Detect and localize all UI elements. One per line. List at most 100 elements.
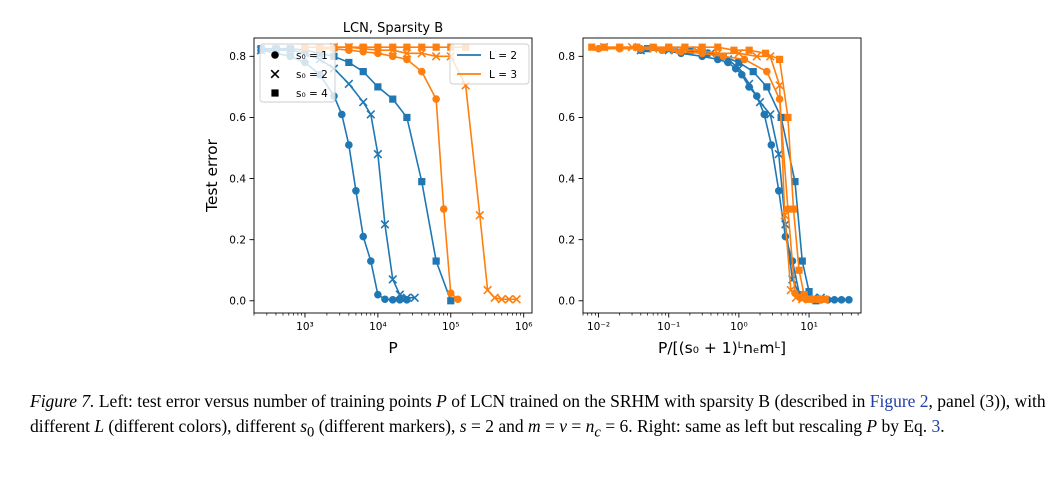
data-point-L2-s0-2 <box>410 293 420 303</box>
data-point-L3-s0-4 <box>805 295 813 303</box>
data-point-L3-s0-2 <box>475 210 485 220</box>
data-point-L2-s0-1 <box>713 55 722 64</box>
data-point-L2-s0-4 <box>418 178 426 186</box>
data-point-L2-s0-4 <box>389 95 397 103</box>
data-point-L3-s0-4 <box>800 291 808 299</box>
data-point-L3-s0-2 <box>483 285 492 295</box>
data-point-L3-s0-4 <box>811 295 819 303</box>
data-point-L3-s0-4 <box>600 43 608 51</box>
data-point-L2-s0-4 <box>763 83 771 91</box>
data-point-L3-s0-2 <box>775 80 784 90</box>
data-point-L2-s0-2 <box>402 293 412 303</box>
y-tick-label: 0.4 <box>558 173 575 185</box>
data-point-L2-s0-2 <box>358 97 368 107</box>
plot-frame <box>582 37 862 314</box>
data-point-L2-s0-4 <box>805 288 813 296</box>
data-point-L3-s0-1 <box>403 55 411 64</box>
data-point-L3-s0-4 <box>374 43 382 51</box>
data-point-L3-s0-1 <box>719 52 728 61</box>
data-point-L2-s0-2 <box>774 149 784 159</box>
data-point-L3-s0-1 <box>454 295 462 304</box>
data-point-L2-s0-4 <box>403 113 411 122</box>
data-point-L3-s0-4 <box>432 43 440 51</box>
series-group <box>588 42 853 305</box>
data-point-L2-s0-1 <box>767 141 776 149</box>
y-tick-label: 0.6 <box>558 112 575 124</box>
data-point-L2-s0-1 <box>345 141 353 149</box>
x-tick-label: 10⁻¹ <box>657 321 680 333</box>
data-point-L3-s0-4 <box>681 43 689 51</box>
data-point-L2-s0-1 <box>359 232 368 241</box>
data-point-L3-s0-2 <box>504 294 514 304</box>
y-tick-label: 0.0 <box>229 296 246 308</box>
data-point-L3-s0-4 <box>775 55 784 63</box>
data-point-L2-s0-1 <box>337 110 346 119</box>
y-tick-label: 0.8 <box>229 51 246 63</box>
data-point-L2-s0-2 <box>755 97 765 107</box>
data-point-L3-s0-2 <box>786 285 796 295</box>
data-point-L3-s0-4 <box>588 43 596 51</box>
data-point-L2-s0-4 <box>345 58 353 67</box>
data-point-L3-s0-2 <box>431 51 441 61</box>
data-point-L3-s0-4 <box>730 46 738 54</box>
figure: 10³ 10⁴ 10⁵ 10⁶ 0.0 0.2 0.4 0.6 0.8 LCN, Sparsity… <box>203 21 862 357</box>
series-line-L3-s0-2 <box>333 46 517 301</box>
data-point-L3-s0-1 <box>432 95 440 103</box>
data-point-L2-s0-2 <box>366 110 376 119</box>
data-point-L3-s0-4 <box>389 43 397 51</box>
x-axis-label: P/[(s₀ + 1)ᴸnₑmᴸ] <box>658 339 786 357</box>
legend-markers: s₀ = 1 s₀ = 2 s₀ = 4 <box>259 43 336 103</box>
series-line-L2-s0-1 <box>640 49 849 301</box>
data-point-L3-s0-4 <box>665 43 673 51</box>
data-point-L2-s0-1 <box>352 186 360 195</box>
x-tick-label: 10⁵ <box>442 321 460 333</box>
data-point-L2-s0-2 <box>380 220 390 229</box>
data-point-L2-s0-4 <box>791 178 799 186</box>
data-point-L2-s0-1 <box>396 296 404 304</box>
y-tick-label: 0.0 <box>558 296 575 308</box>
legend-label: s₀ = 4 <box>296 88 328 100</box>
data-point-L3-s0-4 <box>816 295 824 303</box>
left-chart: 10³ 10⁴ 10⁵ 10⁶ 0.0 0.2 0.4 0.6 0.8 LCN, Sparsity… <box>203 21 532 357</box>
data-point-L3-s0-1 <box>658 46 666 55</box>
data-point-L2-s0-4 <box>432 257 440 265</box>
series-line-L3-s0-1 <box>598 47 820 301</box>
legend-frame <box>259 43 336 103</box>
data-point-L3-s0-1 <box>417 67 426 76</box>
data-point-L2-s0-2 <box>744 79 754 89</box>
x-tick-label: 10³ <box>296 321 314 333</box>
data-point-L3-s0-4 <box>403 43 411 51</box>
y-axis-label: Test error <box>203 138 221 213</box>
data-point-L2-s0-1 <box>830 296 839 304</box>
data-point-L3-s0-4 <box>789 205 798 213</box>
legend-marker-square <box>271 89 279 97</box>
caption-link-eq-3[interactable]: 3 <box>931 416 941 436</box>
data-point-L3-s0-2 <box>791 293 801 303</box>
data-point-L2-s0-2 <box>765 110 775 119</box>
x-tick-label: 10¹ <box>800 321 818 333</box>
data-point-L2-s0-1 <box>374 290 382 299</box>
caption-link-figure-2[interactable]: Figure 2 <box>869 391 929 411</box>
data-point-L3-s0-4 <box>616 43 624 51</box>
data-point-L2-s0-2 <box>388 275 398 284</box>
data-point-L3-s0-1 <box>439 205 448 213</box>
data-point-L2-s0-4 <box>374 83 382 91</box>
data-point-L2-s0-4 <box>735 58 743 67</box>
data-point-L2-s0-1 <box>774 186 783 195</box>
caption-label: Figure 7. <box>30 391 95 411</box>
data-point-L3-s0-4 <box>784 113 792 122</box>
data-point-L3-s0-1 <box>763 67 771 76</box>
legend-label: s₀ = 2 <box>296 69 328 81</box>
data-point-L3-s0-2 <box>497 294 507 304</box>
y-tick-label: 0.8 <box>558 51 575 63</box>
data-point-L3-s0-1 <box>784 205 792 213</box>
data-point-L3-s0-2 <box>780 210 790 220</box>
data-point-L3-s0-4 <box>761 49 770 57</box>
data-point-L3-s0-4 <box>714 43 722 51</box>
data-point-L3-s0-2 <box>752 51 762 61</box>
data-point-L2-s0-2 <box>344 79 354 89</box>
chart-title: LCN, Sparsity B <box>343 21 443 36</box>
x-tick-label: 10⁰ <box>730 321 748 333</box>
data-point-L3-s0-4 <box>649 43 657 51</box>
data-point-L2-s0-2 <box>395 290 405 300</box>
